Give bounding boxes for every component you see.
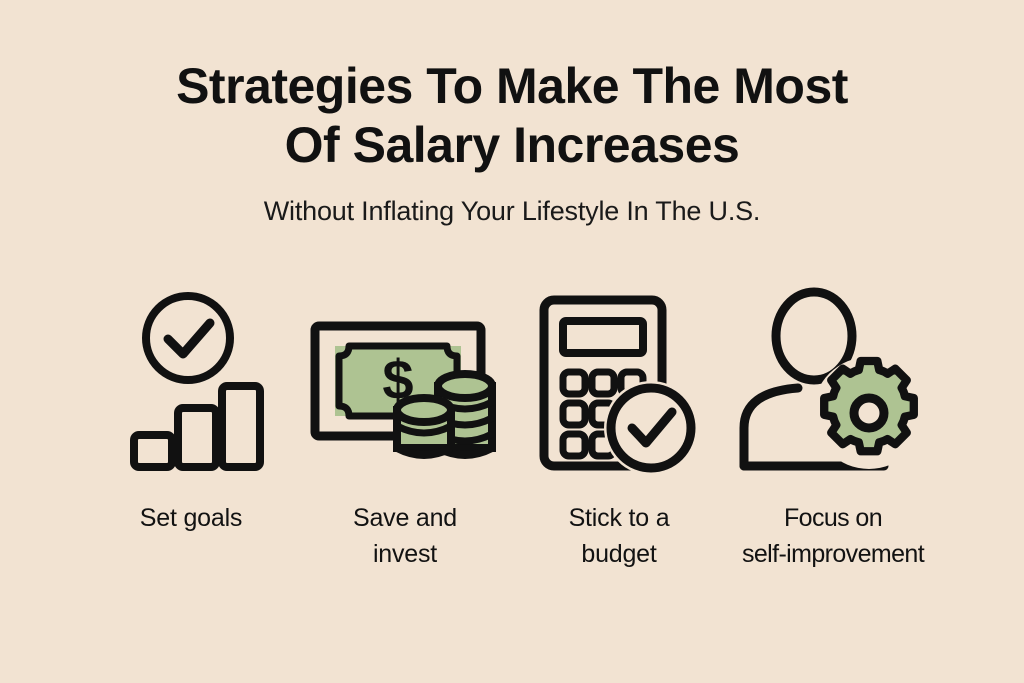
strategy-item-set-goals: Set goals bbox=[84, 278, 298, 536]
strategy-item-stick-to-a-budget: Stick to a budget bbox=[512, 278, 726, 573]
strategy-item-label: Set goals bbox=[139, 504, 243, 532]
strategy-item-label: Stick to a budget bbox=[568, 504, 670, 569]
strategy-item-label: Save and invest bbox=[352, 504, 458, 569]
strategy-item-label: Focus on self-improvement bbox=[741, 504, 925, 569]
page-subtitle: Without Inflating Your Lifestyle In The … bbox=[263, 196, 761, 226]
banknote-coins-icon: $ bbox=[305, 278, 505, 478]
strategy-item-focus-on-self-improvement: Focus on self-improvement bbox=[726, 278, 940, 573]
header: Strategies To Make The Most Of Salary In… bbox=[0, 57, 1024, 227]
calculator-check-icon bbox=[519, 278, 719, 478]
person-gear-icon bbox=[733, 278, 933, 478]
strategy-items-row: Set goals $ bbox=[0, 278, 1024, 573]
page-title: Strategies To Make The Most Of Salary In… bbox=[176, 58, 848, 173]
check-circle-bar-chart-icon bbox=[91, 278, 291, 478]
strategy-item-save-and-invest: $ bbox=[298, 278, 512, 573]
